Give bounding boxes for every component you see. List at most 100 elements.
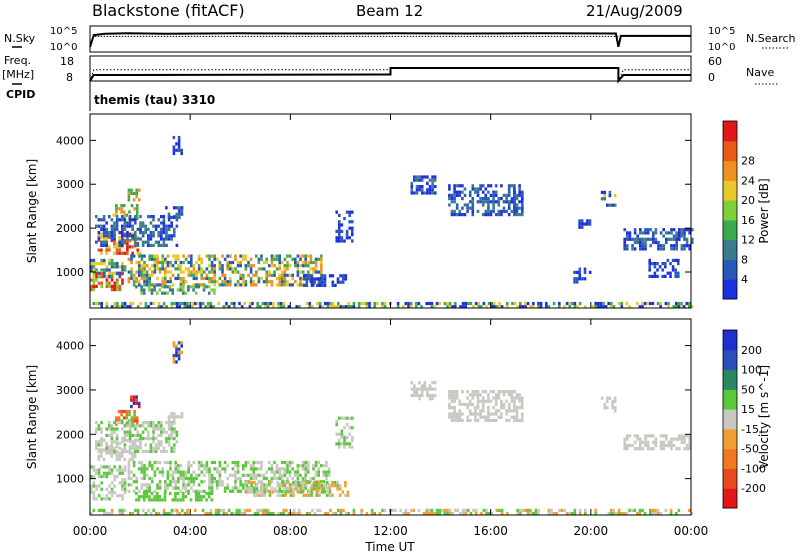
power-cells-cell <box>167 224 171 228</box>
power-cells-cell <box>646 228 650 232</box>
velocity-cells-cell <box>90 465 93 469</box>
velocity-cells-cell <box>638 512 642 516</box>
power-cells-cell <box>229 264 232 268</box>
velocity-cells-cell <box>296 476 300 481</box>
velocity-cells-cell <box>485 508 488 512</box>
velocity-cells-cell <box>92 494 96 498</box>
velocity-cells-cell <box>268 493 272 497</box>
power-cells-cell <box>142 288 146 292</box>
power-cells-cell <box>157 301 161 306</box>
power-cells-cell <box>156 257 159 261</box>
velocity-cells-cell <box>631 443 634 448</box>
velocity-cells-cell <box>147 508 150 512</box>
velocity-cells-cell <box>173 427 176 431</box>
velocity-cells-cell <box>345 416 349 420</box>
power-cells-cell <box>136 242 140 246</box>
power-cells-cell <box>677 305 681 309</box>
power-cells-cell <box>116 301 119 306</box>
velocity-cells-cell <box>278 470 281 474</box>
power-cells-cell <box>97 224 101 228</box>
power-cells-cell <box>178 206 181 210</box>
velocity-cells-cell <box>571 512 574 516</box>
power-cells-cell <box>433 191 437 195</box>
velocity-cells-cell <box>236 486 240 490</box>
velocity-cells-cell <box>245 487 248 491</box>
velocity-cells-cell <box>145 473 149 477</box>
velocity-cells-cell <box>307 464 310 468</box>
power-cells-cell <box>677 301 681 306</box>
velocity-cells-cell <box>463 402 467 406</box>
velocity-cells-cell <box>281 480 285 485</box>
power-cells-cell <box>600 190 604 194</box>
velocity-cells-cell <box>95 430 98 434</box>
velocity-cells-cell <box>262 483 266 487</box>
power-cells-cell <box>426 191 429 195</box>
power-cells-cell <box>492 190 495 194</box>
velocity-cells-cell <box>170 508 174 512</box>
velocity-cells-cell <box>639 440 642 444</box>
velocity-cells-cell <box>217 508 220 512</box>
velocity-cells-cell <box>315 487 319 491</box>
velocity-cells-cell <box>208 486 211 490</box>
velocity-cells-cell <box>205 467 209 471</box>
colorbar-tick-label: -50 <box>741 443 759 456</box>
power-cells-cell <box>143 270 146 274</box>
power-cells-cell <box>288 283 292 287</box>
velocity-cells-cell <box>132 401 136 405</box>
velocity-cells-cell <box>430 512 434 516</box>
power-cells-cell <box>100 272 103 276</box>
velocity-cells-cell <box>258 493 261 497</box>
power-cells-cell <box>175 206 179 210</box>
power-cells-cell <box>118 271 122 275</box>
power-cells-cell <box>92 274 96 278</box>
velocity-cells-cell <box>108 427 111 431</box>
power-cells-cell <box>691 237 694 241</box>
freq-label: Freq. <box>4 54 31 67</box>
power-cells-cell <box>458 193 462 197</box>
power-cells-cell <box>242 280 245 284</box>
power-cells-cell <box>123 224 127 228</box>
velocity-cells-cell <box>339 512 343 516</box>
velocity-cells-cell <box>242 483 245 487</box>
power-cells-cell <box>136 251 140 255</box>
power-cells-cell <box>202 285 206 289</box>
velocity-cells-cell <box>433 387 437 391</box>
power-cells-cell <box>318 301 322 306</box>
velocity-cells-cell <box>151 480 154 484</box>
velocity-cells-cell <box>339 508 343 512</box>
power-cells-cell <box>92 258 96 262</box>
velocity-cells-cell <box>467 508 470 512</box>
velocity-cells-cell <box>537 512 540 516</box>
velocity-cells-cell <box>500 399 503 403</box>
velocity-cells-cell <box>299 473 302 477</box>
power-cells-cell <box>108 231 111 235</box>
velocity-cells-cell <box>100 487 103 491</box>
colorbar-swatch <box>723 219 737 241</box>
velocity-cells-cell <box>177 480 180 484</box>
power-cells-cell <box>194 301 197 306</box>
xtick-label: 08:00 <box>273 524 308 538</box>
velocity-cells-cell <box>148 464 151 468</box>
velocity-cells-cell <box>152 437 155 441</box>
power-cells-cell <box>492 206 495 210</box>
power-cells-cell <box>296 260 300 265</box>
power-cells-cell <box>524 305 527 309</box>
velocity-cells-cell <box>242 464 245 468</box>
power-cells-cell <box>344 277 348 281</box>
power-cells-cell <box>407 305 410 309</box>
velocity-cells-cell <box>466 396 469 400</box>
velocity-cells-cell <box>139 440 142 444</box>
velocity-cells-cell <box>135 498 138 502</box>
power-cells-cell <box>242 257 245 261</box>
power-cells-cell <box>299 283 302 287</box>
velocity-cells-cell <box>325 480 329 485</box>
power-cells-cell <box>368 305 371 309</box>
power-cells-cell <box>100 227 103 231</box>
power-cells-cell <box>157 240 160 244</box>
power-cells-cell <box>383 301 387 306</box>
power-cells-cell <box>138 270 141 274</box>
velocity-cells-cell <box>305 484 308 488</box>
velocity-cells-cell <box>140 495 143 499</box>
velocity-cells-cell <box>343 445 346 449</box>
power-cells-cell <box>90 268 93 272</box>
